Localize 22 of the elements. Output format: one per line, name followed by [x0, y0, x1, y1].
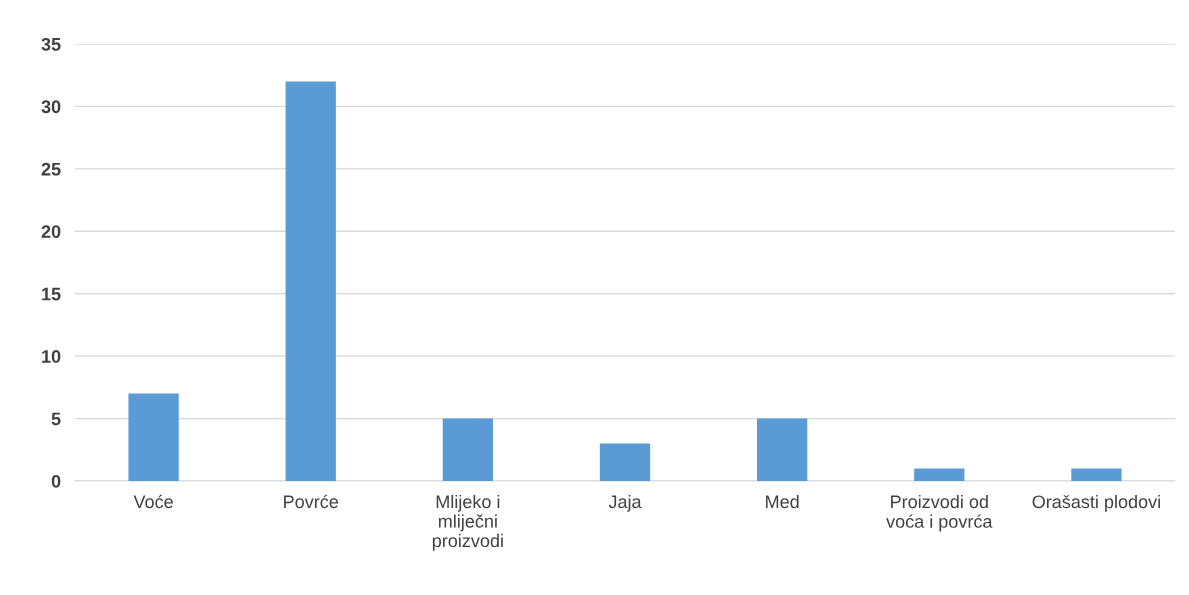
bar: [442, 418, 493, 481]
x-tick-label: Povrće: [284, 494, 339, 509]
y-tick-label: 30: [41, 100, 61, 114]
y-tick-label: 35: [41, 37, 61, 51]
bar: [128, 393, 179, 481]
x-tick-label: Mlijeko i mliječni proizvodi: [432, 494, 503, 551]
y-tick-label: 10: [42, 350, 61, 363]
bar: [914, 468, 965, 481]
x-tick-label: Med: [766, 494, 799, 509]
x-tick-label: Orašasti plodovi: [1032, 494, 1160, 512]
y-tick-label: 0: [51, 474, 61, 488]
x-tick-label: Voće: [133, 494, 173, 509]
bar: [285, 81, 336, 481]
x-tick-label: Proizvodi od voća i povrća: [886, 494, 993, 532]
bar: [1071, 468, 1122, 481]
y-tick-label: 20: [41, 225, 61, 239]
y-tick-label: 5: [51, 412, 61, 426]
x-tick-label: Jaja: [608, 494, 642, 512]
bar: [757, 418, 808, 481]
bar: [599, 443, 651, 481]
y-tick-label: 15: [42, 287, 61, 301]
y-tick-label: 25: [41, 162, 61, 176]
